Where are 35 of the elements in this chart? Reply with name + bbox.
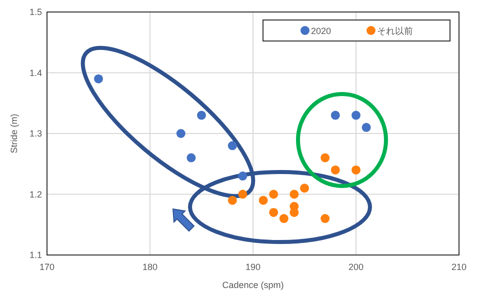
y-axis-title: Stride (m)	[9, 114, 19, 154]
point	[330, 165, 340, 174]
point	[258, 196, 268, 205]
legend-label: それ以前	[377, 26, 413, 36]
point	[300, 184, 309, 193]
point	[197, 110, 206, 120]
point	[238, 190, 248, 199]
x-axis-title: Cadence (spm)	[222, 280, 284, 290]
point	[352, 165, 360, 174]
y-tick-label: 1.3	[29, 128, 42, 138]
point	[320, 153, 330, 162]
y-tick-label: 1.1	[29, 250, 42, 260]
point	[269, 208, 278, 217]
point	[352, 110, 360, 120]
point	[228, 196, 237, 205]
point	[176, 129, 186, 138]
y-tick-label: 1.4	[29, 68, 42, 78]
x-tick-label: 210	[451, 262, 467, 272]
point	[362, 122, 371, 132]
x-tick-label: 190	[245, 262, 261, 272]
point	[279, 214, 288, 224]
x-tick-label: 170	[39, 262, 55, 272]
y-tick-label: 1.5	[29, 7, 42, 17]
point	[320, 214, 330, 224]
point	[94, 74, 103, 84]
point	[269, 190, 278, 199]
point	[186, 153, 196, 162]
legend-label: 2020	[311, 26, 332, 36]
point	[228, 141, 237, 150]
point	[290, 190, 299, 199]
point	[330, 110, 340, 120]
x-tick-label: 200	[348, 262, 364, 272]
x-tick-label: 180	[142, 262, 158, 272]
point	[238, 172, 248, 181]
y-tick-label: 1.2	[29, 189, 42, 200]
